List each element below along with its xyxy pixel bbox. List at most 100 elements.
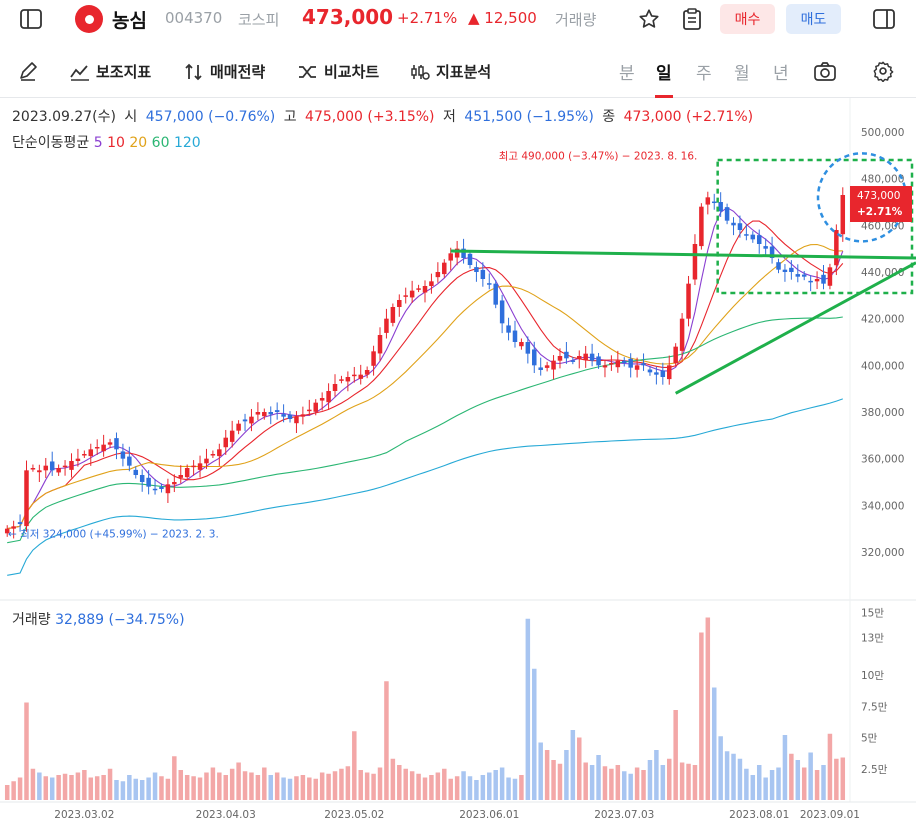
candle-body [242,419,248,422]
candle-body [589,353,595,361]
volume-tick-label: 2.5만 [861,764,888,776]
star-icon[interactable] [637,7,661,31]
volume-bar [731,753,736,800]
volume-bar [448,778,453,800]
volume-bar [249,772,254,800]
candle-body [718,202,723,212]
candle-body [435,272,441,278]
sell-button[interactable]: 매도 [786,4,841,34]
volume-bar [454,776,460,800]
candle-body [49,461,55,471]
volume-bar [11,781,16,800]
volume-bar [165,778,171,800]
volume-bar [435,772,441,800]
ma-120: 120 [173,135,201,151]
volume-bar [814,770,820,800]
volume-bar [332,771,338,800]
volume-bar [660,765,666,800]
volume-bar [705,617,711,800]
ohlc-info: 2023.09.27(수) 시 457,000 (−0.76%) 고 475,0… [12,106,757,126]
candle-body [622,360,627,363]
candle-body [37,470,42,473]
ma-line-20 [7,243,843,530]
analysis-button[interactable]: 지표분석 [410,61,491,82]
candle-body [11,526,16,529]
top-bar: 농심 004370 코스피 473,000 +2.71% ▲ 12,500 거래… [0,0,916,38]
candle-body [821,274,826,284]
volume-bar [589,765,595,800]
volume-link[interactable]: 거래량 [555,11,597,29]
volume-bar [307,777,312,800]
candle-body [300,414,306,417]
volume-bar [538,742,543,800]
candle-body [705,197,711,205]
candle-body [229,430,235,442]
strategy-button[interactable]: 매매전략 [184,61,265,82]
candle-body [583,353,588,361]
candle-body [737,223,743,230]
moving-average-legend[interactable]: 단순이동평균 5 10 20 60 120 [12,132,201,152]
volume-bar [152,772,158,800]
period-year[interactable]: 년 [773,64,789,84]
period-day[interactable]: 일 [656,64,672,84]
volume-bar [127,775,132,800]
candle-body [666,365,672,380]
candle-body [24,470,29,527]
x-tick-label: 2023.03.02 [54,809,114,821]
candle-body [159,486,164,489]
volume-bar [101,775,106,800]
volume-bar [821,765,826,800]
candle-body [268,412,273,415]
volume-bar [750,775,756,800]
analysis-label: 지표분석 [436,63,492,81]
volume-bar [602,766,608,800]
panel-icon[interactable] [871,7,897,31]
y-tick-label: 500,000 [861,127,904,139]
gear-icon[interactable] [872,60,894,82]
candle-body [352,374,357,377]
volume-bar [641,770,646,800]
x-tick-label: 2023.08.01 [729,809,789,821]
candle-body [107,442,113,445]
period-week[interactable]: 주 [696,64,712,84]
volume-bar [686,763,691,800]
candle-body [62,465,68,468]
candle-body [339,379,344,381]
sidebar-icon[interactable] [18,7,44,31]
candle-body [789,267,794,272]
volume-bar [744,768,749,800]
volume-bar [782,735,788,800]
volume-bar [609,768,614,800]
candle-body [564,351,569,359]
volume-bar [506,777,511,800]
high-annotation: 최고 490,000 (−3.47%) − 2023. 8. 16. [499,150,698,162]
indicator-button[interactable]: 보조지표 [70,61,151,82]
volume-tick-label: 7.5만 [861,701,888,713]
volume-bar [808,752,813,800]
volume-label: 거래량 [12,612,51,628]
volume-bar [146,777,151,800]
candle-body [287,414,293,419]
period-minute[interactable]: 분 [619,64,635,84]
candle-body [43,465,49,471]
compare-button[interactable]: 비교차트 [298,61,379,82]
candle-body [512,330,518,342]
volume-bar [583,762,588,800]
pen-icon[interactable] [18,61,38,81]
y-tick-label: 340,000 [861,500,904,512]
candle-body [834,230,839,266]
candle-body [551,360,556,370]
clipboard-icon[interactable] [680,7,704,31]
stock-name[interactable]: 농심 [112,10,147,32]
volume-bar [287,778,293,800]
volume-bar [268,775,273,800]
candle-body [94,447,100,449]
candle-body [358,374,363,379]
buy-button[interactable]: 매수 [720,4,775,34]
volume-bar [88,777,94,800]
period-month[interactable]: 월 [734,64,750,84]
candle-body [390,307,396,323]
camera-icon[interactable] [813,60,837,82]
candle-body [654,372,659,375]
